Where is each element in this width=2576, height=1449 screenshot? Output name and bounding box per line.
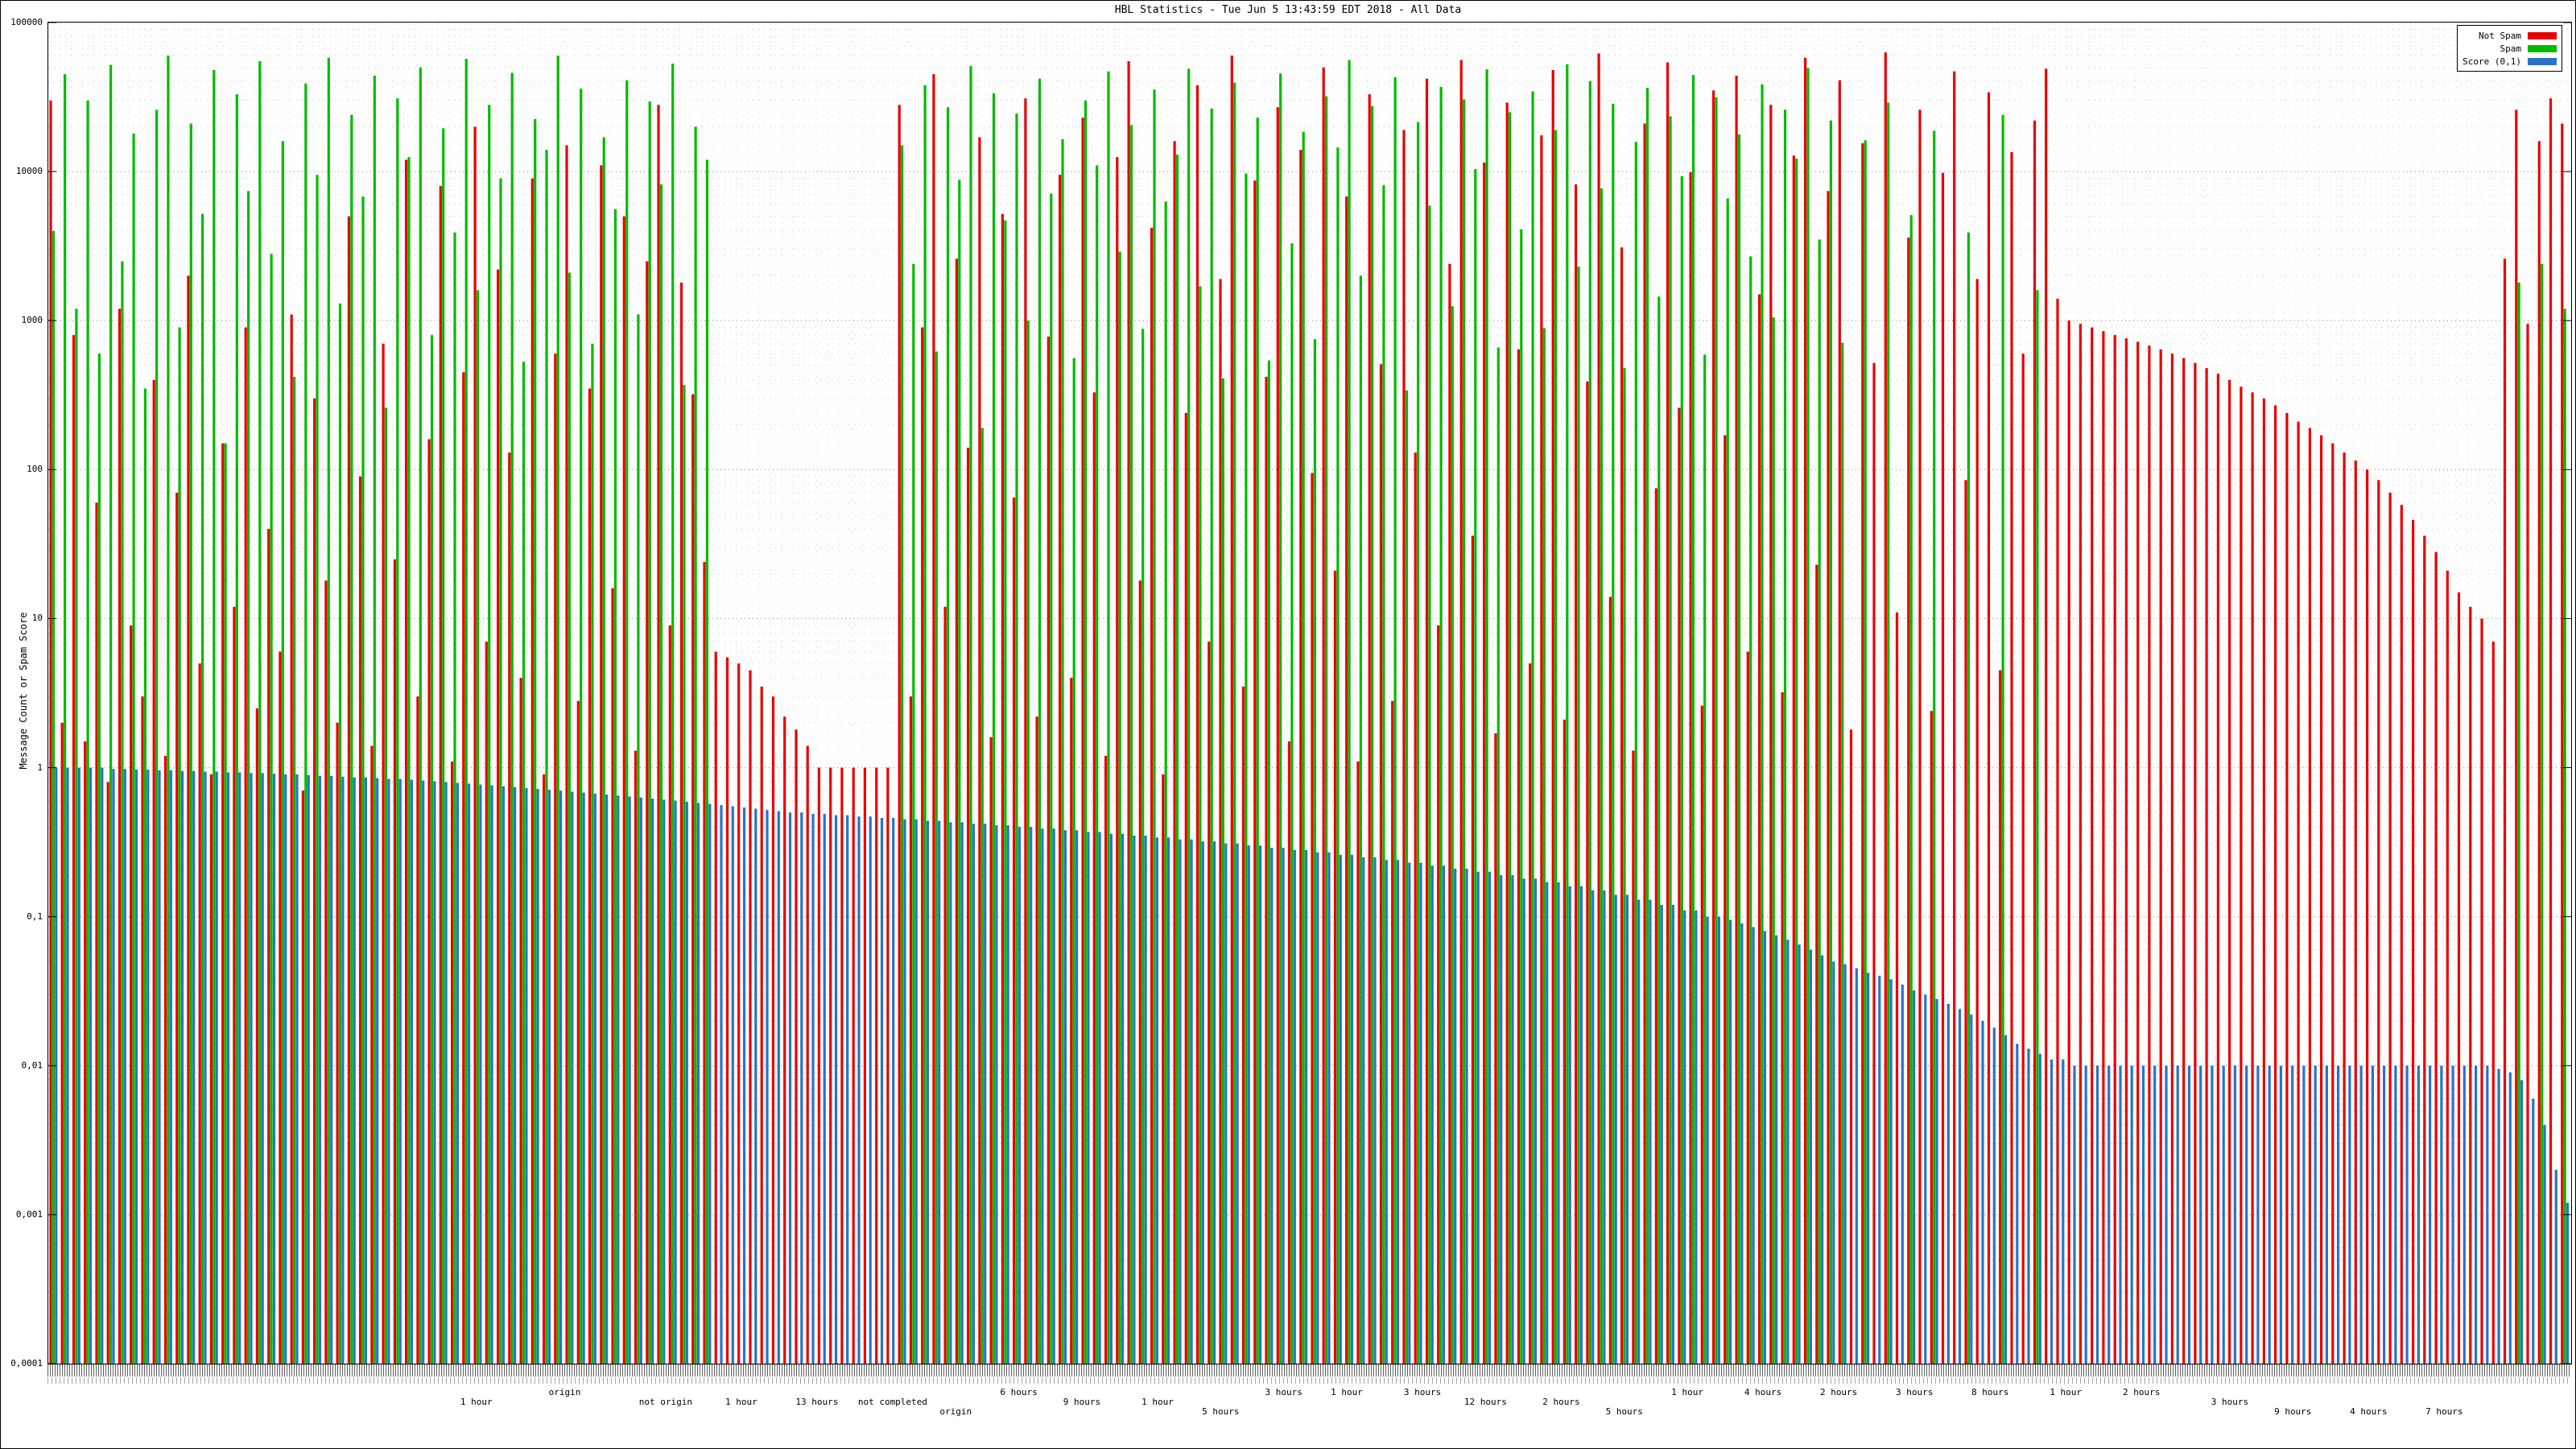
y-tick-label: 0,01 bbox=[21, 1059, 43, 1071]
x-axis-sublabel: 3 hours bbox=[1265, 1387, 1302, 1397]
x-axis-sublabel: 2 hours bbox=[1542, 1397, 1580, 1407]
x-axis-sublabel: 1 hour bbox=[460, 1397, 493, 1407]
y-tick-label: 100000 bbox=[10, 17, 43, 27]
legend-item-spam: Spam bbox=[2462, 42, 2557, 55]
blue-swatch-icon bbox=[2528, 57, 2557, 65]
plot-area bbox=[47, 22, 2572, 1364]
y-tick-label: 100 bbox=[27, 464, 43, 475]
x-axis-sublabel: 3 hours bbox=[2211, 1397, 2249, 1407]
x-axis-sublabel: 1 hour bbox=[724, 1397, 758, 1407]
x-axis-sublabel: 4 hours bbox=[1744, 1387, 1782, 1397]
x-axis-sublabel: 9 hours bbox=[2274, 1406, 2312, 1417]
y-tick-label: 0,001 bbox=[15, 1208, 43, 1220]
x-axis-sublabel: 13 hours bbox=[795, 1397, 839, 1407]
x-axis-sublabel: 9 hours bbox=[1063, 1397, 1101, 1407]
x-axis-sublabel: 7 hours bbox=[2425, 1406, 2463, 1417]
y-tick-label: 10000 bbox=[15, 166, 43, 177]
legend: Not Spam Spam Score (0,1) bbox=[2457, 25, 2562, 72]
x-axis-sublabel: 2 hours bbox=[2123, 1387, 2161, 1397]
x-axis-dense-labels bbox=[47, 1364, 2570, 1377]
x-axis-sublabels: 1 hour origin not origin 1 hour 13 hours not … bbox=[1, 1387, 2575, 1419]
x-axis-sublabel: 3 hours bbox=[1403, 1387, 1442, 1397]
red-swatch-icon bbox=[2528, 31, 2557, 39]
x-axis-sublabel: not completed bbox=[857, 1397, 927, 1407]
bars-svg bbox=[48, 23, 2571, 1364]
x-axis-sublabel: 1 hour bbox=[1141, 1397, 1174, 1407]
y-tick-label: 1 bbox=[37, 762, 43, 773]
legend-label: Score (0,1) bbox=[2462, 56, 2521, 67]
x-axis-sublabel: origin bbox=[939, 1406, 972, 1417]
x-axis-sublabel: 6 hours bbox=[1000, 1387, 1038, 1397]
x-axis-sublabel: not origin bbox=[638, 1397, 692, 1407]
x-axis-sublabel: 4 hours bbox=[2350, 1406, 2388, 1417]
x-axis-sublabel: origin bbox=[548, 1387, 581, 1397]
x-axis-sublabel: 1 hour bbox=[1671, 1387, 1703, 1397]
x-axis-sublabel: 1 hour bbox=[1331, 1387, 1363, 1397]
y-tick-label: 0,0001 bbox=[10, 1358, 43, 1368]
chart-title: HBL Statistics - Tue Jun 5 13:43:59 EDT … bbox=[1114, 4, 1462, 16]
legend-label: Not Spam bbox=[2479, 30, 2521, 41]
green-swatch-icon bbox=[2528, 44, 2557, 52]
x-axis-sublabel: 2 hours bbox=[1819, 1387, 1858, 1397]
x-axis-sublabel: 1 hour bbox=[2050, 1387, 2083, 1397]
y-tick-label: 0,1 bbox=[27, 910, 43, 922]
x-axis-sublabel: 8 hours bbox=[1971, 1387, 2009, 1397]
legend-label: Spam bbox=[2500, 43, 2522, 54]
y-tick-label: 1000 bbox=[21, 315, 43, 326]
x-axis-dense-labels-2 bbox=[47, 1377, 2570, 1384]
legend-item-not-spam: Not Spam bbox=[2462, 29, 2557, 42]
legend-item-score: Score (0,1) bbox=[2462, 55, 2557, 68]
x-axis-sublabel: 5 hours bbox=[1202, 1406, 1240, 1417]
x-axis-sublabel: 3 hours bbox=[1895, 1387, 1934, 1397]
x-axis-sublabel: 12 hours bbox=[1463, 1397, 1507, 1407]
y-axis-tick-labels: 100000 10000 1000 100 10 1 0,1 0,01 0,001 0,0001 bbox=[1, 1, 44, 1448]
x-axis-sublabel: 5 hours bbox=[1605, 1406, 1643, 1417]
y-tick-label: 10 bbox=[31, 613, 43, 624]
